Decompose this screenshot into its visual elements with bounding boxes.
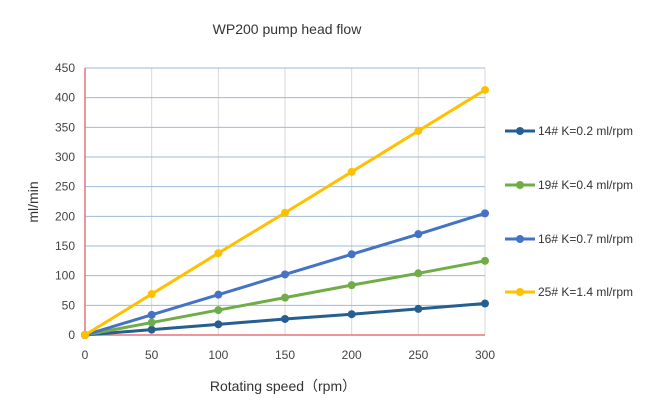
series-1 [81, 256, 489, 339]
data-point [281, 208, 289, 217]
data-point [414, 126, 423, 135]
data-point [147, 318, 156, 327]
legend-item: 14# K=0.2 ml/rpm [505, 124, 633, 138]
y-tick-label: 150 [55, 239, 75, 253]
y-tick-label: 350 [55, 120, 75, 134]
legend-item: 19# K=0.4 ml/rpm [505, 178, 633, 192]
data-point [147, 310, 156, 319]
legend-label: 14# K=0.2 ml/rpm [538, 124, 633, 138]
legend-label: 25# K=1.4 ml/rpm [538, 285, 633, 299]
data-point [147, 325, 156, 334]
legend: 14# K=0.2 ml/rpm 19# K=0.4 ml/rpm 16# K=0.… [505, 124, 633, 299]
data-point [414, 269, 423, 278]
data-point [214, 320, 223, 329]
data-point [481, 299, 489, 308]
x-tick-label: 300 [475, 348, 495, 362]
x-tick-label: 150 [275, 348, 295, 362]
data-point [481, 85, 489, 94]
data-point [414, 230, 423, 239]
data-point [214, 306, 223, 315]
x-tick-labels: 0 50 100 150 200 250 300 [82, 348, 496, 362]
data-point [281, 293, 289, 302]
legend-label: 16# K=0.7 ml/rpm [538, 232, 633, 246]
y-tick-label: 400 [55, 91, 75, 105]
legend-swatch-marker [516, 127, 524, 135]
data-point [214, 290, 223, 299]
data-point [347, 167, 356, 176]
data-point [147, 290, 156, 299]
y-tick-label: 100 [55, 269, 75, 283]
y-tick-label: 0 [68, 328, 75, 342]
y-tick-label: 200 [55, 209, 75, 223]
data-point [481, 209, 489, 218]
y-tick-label: 450 [55, 61, 75, 75]
data-point [481, 256, 489, 265]
data-point [347, 310, 356, 319]
legend-item: 25# K=1.4 ml/rpm [505, 285, 633, 299]
legend-item: 16# K=0.7 ml/rpm [505, 232, 633, 246]
data-point [281, 270, 289, 279]
x-tick-label: 0 [82, 348, 89, 362]
y-tick-label: 250 [55, 180, 75, 194]
y-axis-label: ml/min [25, 181, 41, 222]
data-point [81, 331, 89, 339]
data-point [281, 314, 289, 323]
axes [84, 68, 485, 336]
data-point [347, 250, 356, 259]
x-tick-label: 50 [145, 348, 159, 362]
data-point [214, 249, 223, 258]
y-tick-labels: 0 50 100 150 200 250 300 350 400 450 [55, 61, 75, 342]
data-point [347, 281, 356, 290]
chart-title: WP200 pump head flow [213, 21, 363, 37]
legend-swatch-marker [516, 235, 524, 243]
series-3 [81, 85, 489, 339]
x-tick-label: 250 [408, 348, 428, 362]
data-point [414, 304, 423, 313]
series-group [81, 85, 489, 339]
legend-swatch-marker [516, 181, 524, 189]
x-axis-label: Rotating speed（rpm） [210, 378, 356, 394]
y-tick-label: 300 [55, 150, 75, 164]
x-tick-label: 100 [208, 348, 228, 362]
y-tick-label: 50 [62, 298, 76, 312]
x-tick-label: 200 [342, 348, 362, 362]
legend-label: 19# K=0.4 ml/rpm [538, 178, 633, 192]
legend-swatch-marker [516, 288, 524, 296]
